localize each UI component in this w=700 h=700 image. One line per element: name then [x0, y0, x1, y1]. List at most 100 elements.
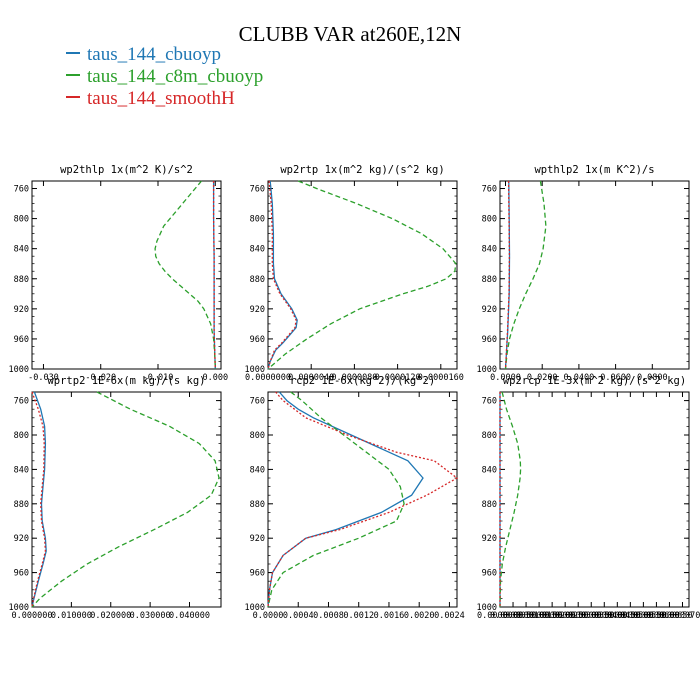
x-tick-label: 0.0000 [490, 373, 521, 383]
y-tick-label: 1000 [477, 603, 497, 613]
y-tick-label: 920 [482, 305, 497, 315]
panel-3: wpthlp2 1x(m K^2)/s 760 800 840 880 920 960 100… [477, 164, 690, 383]
plot-frame [499, 180, 690, 370]
y-tick-label: 1000 [9, 365, 29, 375]
x-tick-label: 0.0016 [374, 611, 405, 621]
y-tick-label: 840 [14, 465, 29, 475]
legend-label-smoothh: taus_144_smoothH [87, 88, 235, 109]
x-tick-label: 0.000 [202, 373, 228, 383]
x-tick-label: 0.0000700 [659, 611, 700, 621]
x-tick-label: 0.0600 [600, 373, 631, 383]
legend-swatch-cbuoyp [66, 51, 80, 54]
x-tick-label: 0.0400 [564, 373, 595, 383]
y-tick-label: 800 [482, 431, 497, 441]
x-tick-label: 0.0000300 [555, 611, 601, 621]
x-tick-label: 0.040000 [169, 611, 210, 621]
y-tick-label: 760 [14, 185, 29, 195]
y-tick-label: 960 [14, 335, 29, 345]
y-tick-label: 840 [250, 245, 265, 255]
x-tick-label: 0.0000250 [542, 611, 588, 621]
y-tick-label: 920 [250, 534, 265, 544]
plot-frame [267, 180, 458, 370]
panel-title: wp2rcp 1E-3x(m^2 kg)/(s^2 kg) [503, 375, 686, 387]
y-tick-label: 920 [14, 305, 29, 315]
series-line-taus-144-c8m-cbuoyp [504, 180, 547, 370]
legend-label-cbuoyp: taus_144_cbuoyp [87, 44, 222, 65]
legend-swatch-c8m-cbuoyp [66, 73, 80, 76]
figure-title: CLUBB VAR at260E,12N [238, 22, 462, 46]
series-line-taus-144-c8m-cbuoyp [31, 391, 220, 608]
plot-frame [31, 180, 222, 370]
x-tick-label: 0.0000050 [490, 611, 536, 621]
panel-2: wp2rtp 1x(m^2 kg)/(s^2 kg) 760 800 840 880 92… [245, 164, 464, 383]
y-tick-label: 760 [482, 185, 497, 195]
y-tick-label: 960 [14, 569, 29, 579]
y-tick-label: 920 [482, 534, 497, 544]
x-tick-label: 0.000000 [12, 611, 53, 621]
panel-1: wp2thlp 1x(m^2 K)/s^2 760 800 840 880 920 960 1… [9, 164, 229, 383]
y-tick-label: 760 [250, 397, 265, 407]
x-tick-label: -0.020 [85, 373, 116, 383]
y-tick-label: 880 [482, 500, 497, 510]
panel-4: wprtp2 1E-6x(m kg)/(s kg) 760 800 840 880 920… [9, 375, 222, 621]
x-tick-label: 0.0000200 [529, 611, 575, 621]
x-tick-label: 0.0000450 [594, 611, 640, 621]
plot-frame [267, 391, 458, 608]
y-tick-label: 960 [250, 569, 265, 579]
y-tick-label: 760 [14, 397, 29, 407]
panel-title: wprtp2 1E-6x(m kg)/(s kg) [47, 375, 205, 387]
panel-5: rcp2 1E-6x(kg^2)/(kg^2) 760 800 840 880 920 96… [245, 375, 465, 621]
x-tick-label: -0.010 [143, 373, 174, 383]
y-tick-label: 840 [482, 245, 497, 255]
y-tick-label: 800 [250, 431, 265, 441]
y-tick-label: 880 [250, 500, 265, 510]
x-tick-label: 0.0000100 [503, 611, 549, 621]
legend-item-c8m-cbuoyp: taus_144_c8m_cbuoyp [66, 66, 263, 88]
plot-frame [499, 391, 690, 608]
series-line-taus-144-smoothH [267, 180, 297, 370]
y-tick-label: 1000 [9, 603, 29, 613]
series-line-taus-144-c8m-cbuoyp [499, 391, 522, 608]
y-tick-label: 960 [482, 569, 497, 579]
x-tick-label: 0.0200 [527, 373, 558, 383]
y-tick-label: 800 [14, 431, 29, 441]
series-line-taus-144-smoothH [267, 391, 459, 608]
y-tick-label: 800 [250, 215, 265, 225]
x-tick-label: 0.0000600 [633, 611, 679, 621]
x-tick-label: 0.0000650 [646, 611, 692, 621]
y-tick-label: 1000 [245, 603, 265, 613]
x-tick-label: 0.0000160 [418, 373, 464, 383]
x-tick-label: -0.030 [28, 373, 59, 383]
series-line-taus-144-cbuoyp [31, 391, 47, 608]
x-tick-label: 0.0000000 [477, 611, 523, 621]
series-line-taus-144-c8m-cbuoyp [267, 180, 457, 370]
x-tick-label: 0.0000150 [516, 611, 562, 621]
y-tick-label: 760 [482, 397, 497, 407]
x-tick-label: 0.0000550 [620, 611, 666, 621]
x-tick-label: 0.0000 [253, 611, 284, 621]
x-tick-label: 0.0012 [343, 611, 374, 621]
y-tick-label: 880 [250, 275, 265, 285]
series-line-taus-144-smoothH [31, 391, 47, 608]
y-tick-label: 800 [482, 215, 497, 225]
y-tick-label: 960 [482, 335, 497, 345]
panel-title: wpthlp2 1x(m K^2)/s [534, 164, 654, 176]
legend-item-smoothh: taus_144_smoothH [66, 88, 235, 110]
x-tick-label: 0.0004 [283, 611, 314, 621]
y-tick-label: 920 [14, 534, 29, 544]
series-line-taus-144-smoothH [212, 181, 216, 370]
y-tick-label: 840 [482, 465, 497, 475]
x-tick-label: 0.0000040 [288, 373, 334, 383]
panel-title: wp2rtp 1x(m^2 kg)/(s^2 kg) [280, 164, 444, 176]
panel-title: wp2thlp 1x(m^2 K)/s^2 [60, 164, 193, 176]
series-line-taus-144-c8m-cbuoyp [154, 180, 216, 370]
y-tick-label: 880 [482, 275, 497, 285]
panel-title: rcp2 1E-6x(kg^2)/(kg^2) [290, 375, 435, 387]
x-tick-label: 0.0020 [404, 611, 435, 621]
y-tick-label: 880 [14, 275, 29, 285]
plot-frame [31, 391, 222, 608]
x-tick-label: 0.0000400 [581, 611, 627, 621]
x-tick-label: 0.0800 [637, 373, 668, 383]
legend-swatch-smoothh [66, 95, 80, 98]
